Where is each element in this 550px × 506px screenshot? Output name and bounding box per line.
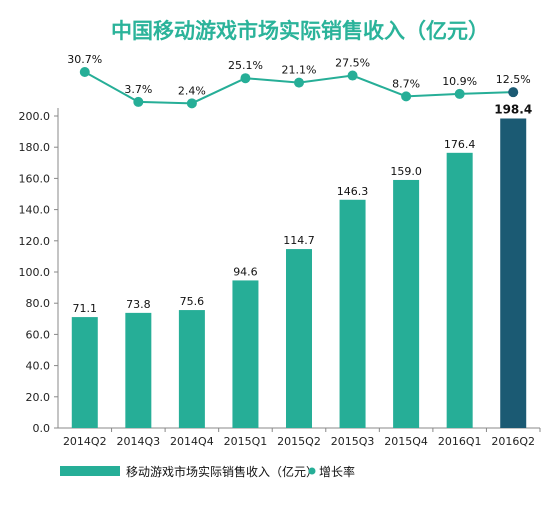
x-tick-label: 2015Q2	[277, 435, 321, 448]
x-tick-label: 2015Q4	[384, 435, 428, 448]
y-tick-label: 100.0	[19, 266, 51, 279]
y-tick-label: 60.0	[26, 328, 51, 341]
bar-2016Q2	[500, 118, 527, 428]
bar-value-label: 114.7	[283, 234, 315, 247]
bar-2015Q2	[286, 249, 312, 428]
bar-2016Q1	[446, 152, 473, 429]
legend-label-growth: 增长率	[319, 464, 355, 479]
x-tick-label: 2015Q3	[331, 435, 375, 448]
y-axis: 0.0 20.0 40.0 60.0 80.0 100.0 120.0 140.0 160.0 1…	[19, 108, 541, 448]
bar-2014Q2	[71, 317, 98, 428]
growth-value-label: 27.5%	[335, 57, 370, 70]
bar-value-label: 71.1	[73, 302, 98, 315]
bar-2014Q4	[178, 310, 205, 428]
bar-value-label: 94.6	[233, 265, 258, 278]
x-tick-label: 2016Q1	[438, 435, 482, 448]
chart-title: 中国移动游戏市场实际销售收入（亿元）	[111, 19, 489, 43]
x-tick-label: 2014Q3	[117, 435, 161, 448]
growth-point-2015Q3	[347, 70, 358, 81]
y-tick-label: 120.0	[19, 235, 51, 248]
growth-point-2016Q1	[454, 88, 465, 99]
legend-swatch-bar	[60, 466, 120, 476]
growth-value-label: 8.7%	[392, 77, 420, 90]
x-tick-label: 2015Q1	[224, 435, 268, 448]
y-tick-label: 160.0	[19, 172, 51, 185]
growth-value-label: 2.4%	[178, 84, 206, 97]
y-tick-label: 140.0	[19, 204, 51, 217]
bar-value-label: 75.6	[180, 295, 205, 308]
growth-point-2014Q4	[186, 98, 197, 109]
bar-2014Q3	[125, 312, 152, 428]
growth-value-label: 10.9%	[442, 75, 477, 88]
x-tick-label: 2014Q4	[170, 435, 214, 448]
growth-value-label: 25.1%	[228, 59, 263, 72]
y-tick-label: 0.0	[33, 422, 51, 435]
growth-point-2014Q3	[133, 96, 144, 107]
growth-value-label: 21.1%	[282, 64, 317, 77]
x-tick-label: 2014Q2	[63, 435, 107, 448]
growth-point-2016Q2	[508, 87, 519, 98]
y-tick-label: 180.0	[19, 141, 51, 154]
legend: 移动游戏市场实际销售收入（亿元） 增长率	[60, 464, 355, 479]
bar-2015Q1	[232, 280, 259, 428]
bar-2015Q4	[393, 179, 420, 428]
y-tick-label: 20.0	[26, 391, 51, 404]
growth-point-2015Q1	[240, 73, 251, 84]
bar-value-label: 159.0	[390, 165, 422, 178]
bar-value-label: 176.4	[444, 138, 476, 151]
growth-value-label: 12.5%	[496, 73, 531, 86]
y-tick-label: 200.0	[19, 110, 51, 123]
growth-point-2015Q2	[294, 77, 304, 88]
legend-swatch-growth	[308, 467, 316, 475]
bars-layer: 71.1 73.8 75.6 94.6 114.7 146.3 159.0 176.4 198.…	[71, 102, 532, 429]
growth-line-layer: 30.7% 3.7% 2.4% 25.1% 21.1% 27.5% 8.7% 10.9% 12.…	[67, 53, 531, 109]
growth-point-2014Q2	[79, 67, 90, 77]
bar-value-label: 73.8	[126, 298, 151, 311]
y-tick-label: 40.0	[26, 360, 51, 373]
bar-value-label: 198.4	[494, 102, 532, 116]
growth-value-label: 3.7%	[124, 83, 152, 96]
x-tick-label: 2016Q2	[491, 435, 535, 448]
bar-value-label: 146.3	[337, 185, 369, 198]
bar-2015Q3	[339, 199, 366, 428]
growth-point-2015Q4	[401, 91, 412, 102]
legend-label-revenue: 移动游戏市场实际销售收入（亿元）	[126, 464, 318, 479]
growth-value-label: 30.7%	[67, 53, 102, 66]
y-tick-label: 80.0	[26, 297, 51, 310]
